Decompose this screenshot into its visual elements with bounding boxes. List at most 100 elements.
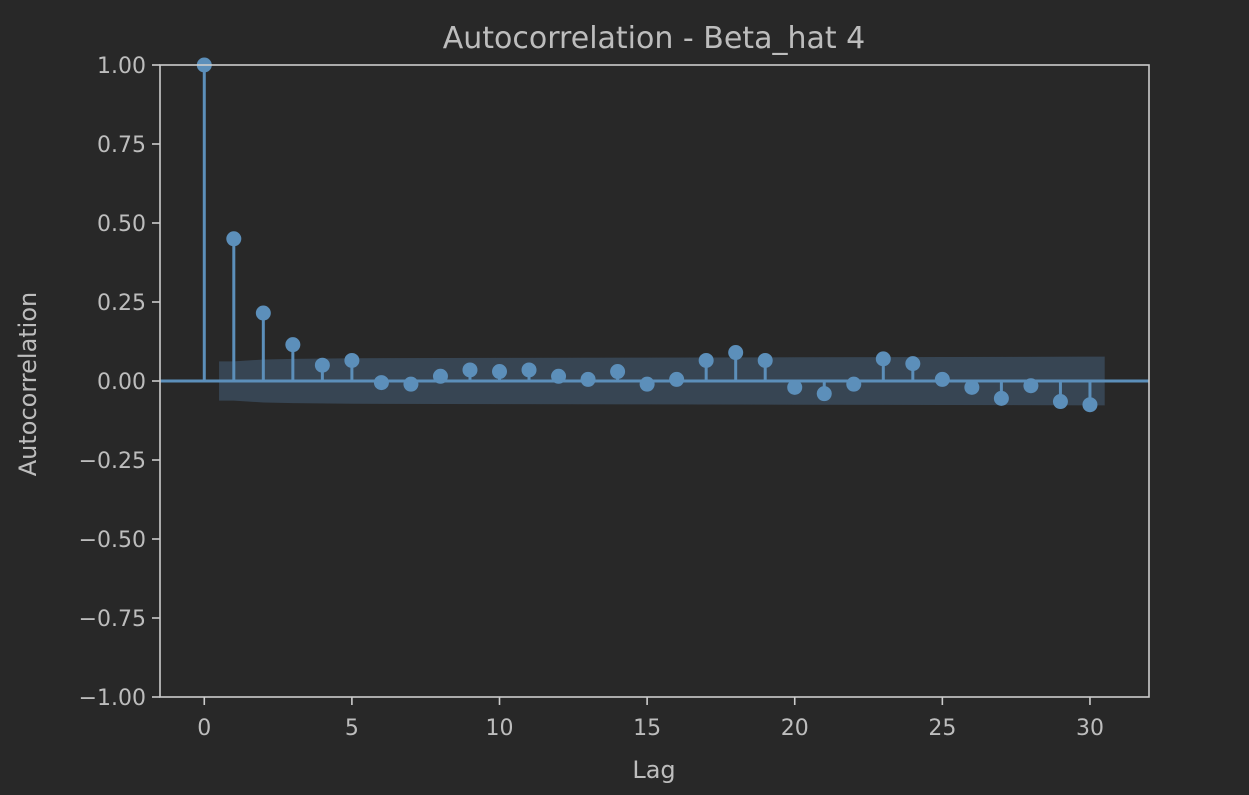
acf-point-lag-18 [728, 345, 744, 381]
x-tick: 0 [197, 697, 211, 741]
y-tick-layer: 1.00 0.75 0.50 0.25 0.00 −0.25 −0.50 −0.75 −1.00 [79, 54, 160, 711]
y-tick: 1.00 [97, 54, 160, 79]
acf-point-lag-30 [1082, 381, 1098, 413]
acf-point-lag-25 [934, 371, 950, 387]
acf-point-lag-3 [285, 337, 301, 381]
x-tick-label: 5 [345, 716, 359, 741]
acf-point-lag-16 [669, 371, 685, 387]
acf-point-lag-10 [492, 364, 508, 381]
acf-point-lag-1 [226, 231, 242, 381]
y-tick-label: −0.50 [79, 528, 146, 553]
x-tick-label: 20 [781, 716, 809, 741]
y-tick: −1.00 [79, 686, 160, 711]
acf-marker [492, 364, 508, 380]
y-tick-label: 1.00 [97, 54, 146, 79]
acf-marker [875, 351, 891, 367]
acf-marker [551, 368, 567, 384]
acf-point-lag-2 [255, 305, 271, 381]
acf-marker [1023, 378, 1039, 394]
y-tick-label: −1.00 [79, 686, 146, 711]
y-tick-label: −0.25 [79, 449, 146, 474]
acf-marker [993, 390, 1009, 406]
x-tick: 30 [1076, 697, 1104, 741]
acf-point-lag-22 [846, 376, 862, 392]
acf-marker [934, 371, 950, 387]
acf-marker [285, 337, 301, 353]
acf-marker [226, 231, 242, 247]
acf-point-lag-24 [905, 356, 921, 381]
x-tick: 20 [781, 697, 809, 741]
x-axis-label: Lag [632, 756, 675, 784]
chart-title: Autocorrelation - Beta_hat 4 [443, 21, 866, 56]
y-tick-label: 0.00 [97, 370, 146, 395]
acf-point-lag-21 [816, 381, 832, 402]
acf-marker [255, 305, 271, 321]
x-tick: 5 [345, 697, 359, 741]
acf-point-lag-28 [1023, 378, 1039, 394]
y-tick-label: 0.50 [97, 212, 146, 237]
x-tick-label: 30 [1076, 716, 1104, 741]
acf-marker [1082, 397, 1098, 413]
acf-point-lag-27 [993, 381, 1009, 406]
y-tick: −0.50 [79, 528, 160, 553]
acf-point-lag-9 [462, 362, 478, 381]
acf-marker [639, 376, 655, 392]
x-tick-label: 15 [633, 716, 661, 741]
x-tick: 15 [633, 697, 661, 741]
acf-point-lag-29 [1052, 381, 1068, 410]
acf-point-lag-23 [875, 351, 891, 381]
acf-marker [669, 371, 685, 387]
acf-marker [373, 375, 389, 391]
x-tick-label: 10 [486, 716, 514, 741]
acf-marker [846, 376, 862, 392]
y-tick: 0.75 [97, 133, 160, 158]
acf-point-lag-17 [698, 352, 714, 381]
acf-point-lag-13 [580, 371, 596, 387]
acf-marker [610, 364, 626, 380]
acf-marker [521, 362, 537, 378]
y-tick-label: 0.75 [97, 133, 146, 158]
y-tick: 0.50 [97, 212, 160, 237]
x-tick: 25 [928, 697, 956, 741]
y-tick-label: 0.25 [97, 291, 146, 316]
y-tick: −0.25 [79, 449, 160, 474]
acf-marker [905, 356, 921, 372]
acf-point-lag-26 [964, 379, 980, 395]
acf-marker [580, 371, 596, 387]
y-tick: 0.25 [97, 291, 160, 316]
acf-point-lag-12 [551, 368, 567, 384]
acf-marker [432, 368, 448, 384]
acf-marker [403, 376, 419, 392]
acf-point-lag-5 [344, 352, 360, 381]
acf-marker [698, 352, 714, 368]
y-tick: 0.00 [97, 370, 160, 395]
x-tick-label: 0 [197, 716, 211, 741]
x-tick-layer: 0 5 10 15 20 25 30 [197, 697, 1104, 741]
acf-point-lag-20 [787, 379, 803, 395]
stem-layer [196, 57, 1098, 413]
acf-point-lag-7 [403, 376, 419, 392]
acf-marker [314, 357, 330, 373]
acf-point-lag-14 [610, 364, 626, 381]
acf-point-lag-8 [432, 368, 448, 384]
x-tick-label: 25 [928, 716, 956, 741]
acf-point-lag-4 [314, 357, 330, 381]
acf-point-lag-19 [757, 352, 773, 381]
acf-marker [757, 352, 773, 368]
y-tick: −0.75 [79, 607, 160, 632]
acf-point-lag-15 [639, 376, 655, 392]
acf-marker [964, 379, 980, 395]
acf-marker [1052, 394, 1068, 410]
acf-point-lag-6 [373, 375, 389, 391]
acf-point-lag-11 [521, 362, 537, 381]
acf-marker [816, 386, 832, 402]
acf-marker [787, 379, 803, 395]
y-axis-label: Autocorrelation [14, 292, 42, 477]
acf-marker [344, 352, 360, 368]
acf-marker [462, 362, 478, 378]
x-tick: 10 [486, 697, 514, 741]
acf-marker [728, 345, 744, 361]
y-tick-label: −0.75 [79, 607, 146, 632]
